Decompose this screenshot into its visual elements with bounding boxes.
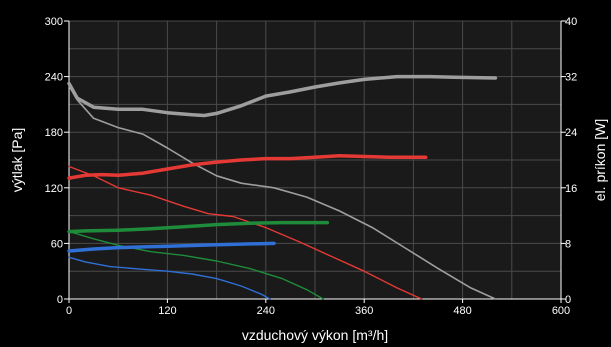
- power-curve-5: [67, 154, 428, 180]
- y-tick-label: 180: [45, 127, 63, 139]
- y2-axis-label: el. príkon [W]: [592, 119, 608, 201]
- x-tick-label: 360: [355, 305, 373, 317]
- pressure-curve-2: [68, 230, 324, 300]
- power-curve-4: [67, 74, 498, 118]
- y2-tick-label: 16: [565, 183, 577, 195]
- pressure-curve-1: [68, 165, 423, 300]
- y2-tick-label: 24: [565, 127, 577, 139]
- power-curve-6: [67, 220, 330, 234]
- y2-tick-label: 32: [565, 72, 577, 84]
- x-tick-label: 120: [158, 305, 176, 317]
- x-tick-label: 240: [257, 305, 275, 317]
- x-tick-label: 480: [453, 305, 471, 317]
- y-tick-label: 300: [45, 16, 63, 28]
- y-tick-label: 0: [57, 294, 63, 306]
- x-axis-ticks: 0 120 240 360 480 600: [66, 299, 570, 317]
- x-axis-label: vzduchový výkon [m³/h]: [242, 327, 388, 343]
- series-group: [67, 74, 498, 300]
- power-curve-7: [67, 241, 276, 253]
- x-tick-label: 0: [66, 305, 72, 317]
- y-axis-label: výtlak [Pa]: [9, 128, 25, 193]
- y-tick-label: 60: [51, 238, 63, 250]
- y2-tick-label: 0: [565, 294, 571, 306]
- x-tick-label: 600: [552, 305, 570, 317]
- pressure-curve-3: [68, 256, 271, 300]
- y2-tick-label: 8: [565, 238, 571, 250]
- y-axis-ticks: 0 60 120 180 240 300: [45, 16, 69, 306]
- y-tick-label: 120: [45, 183, 63, 195]
- y-tick-label: 240: [45, 72, 63, 84]
- y2-tick-label: 40: [565, 16, 577, 28]
- y2-axis-ticks: 0 8 16 24 32 40: [561, 16, 577, 306]
- pressure-curve-0: [68, 85, 497, 300]
